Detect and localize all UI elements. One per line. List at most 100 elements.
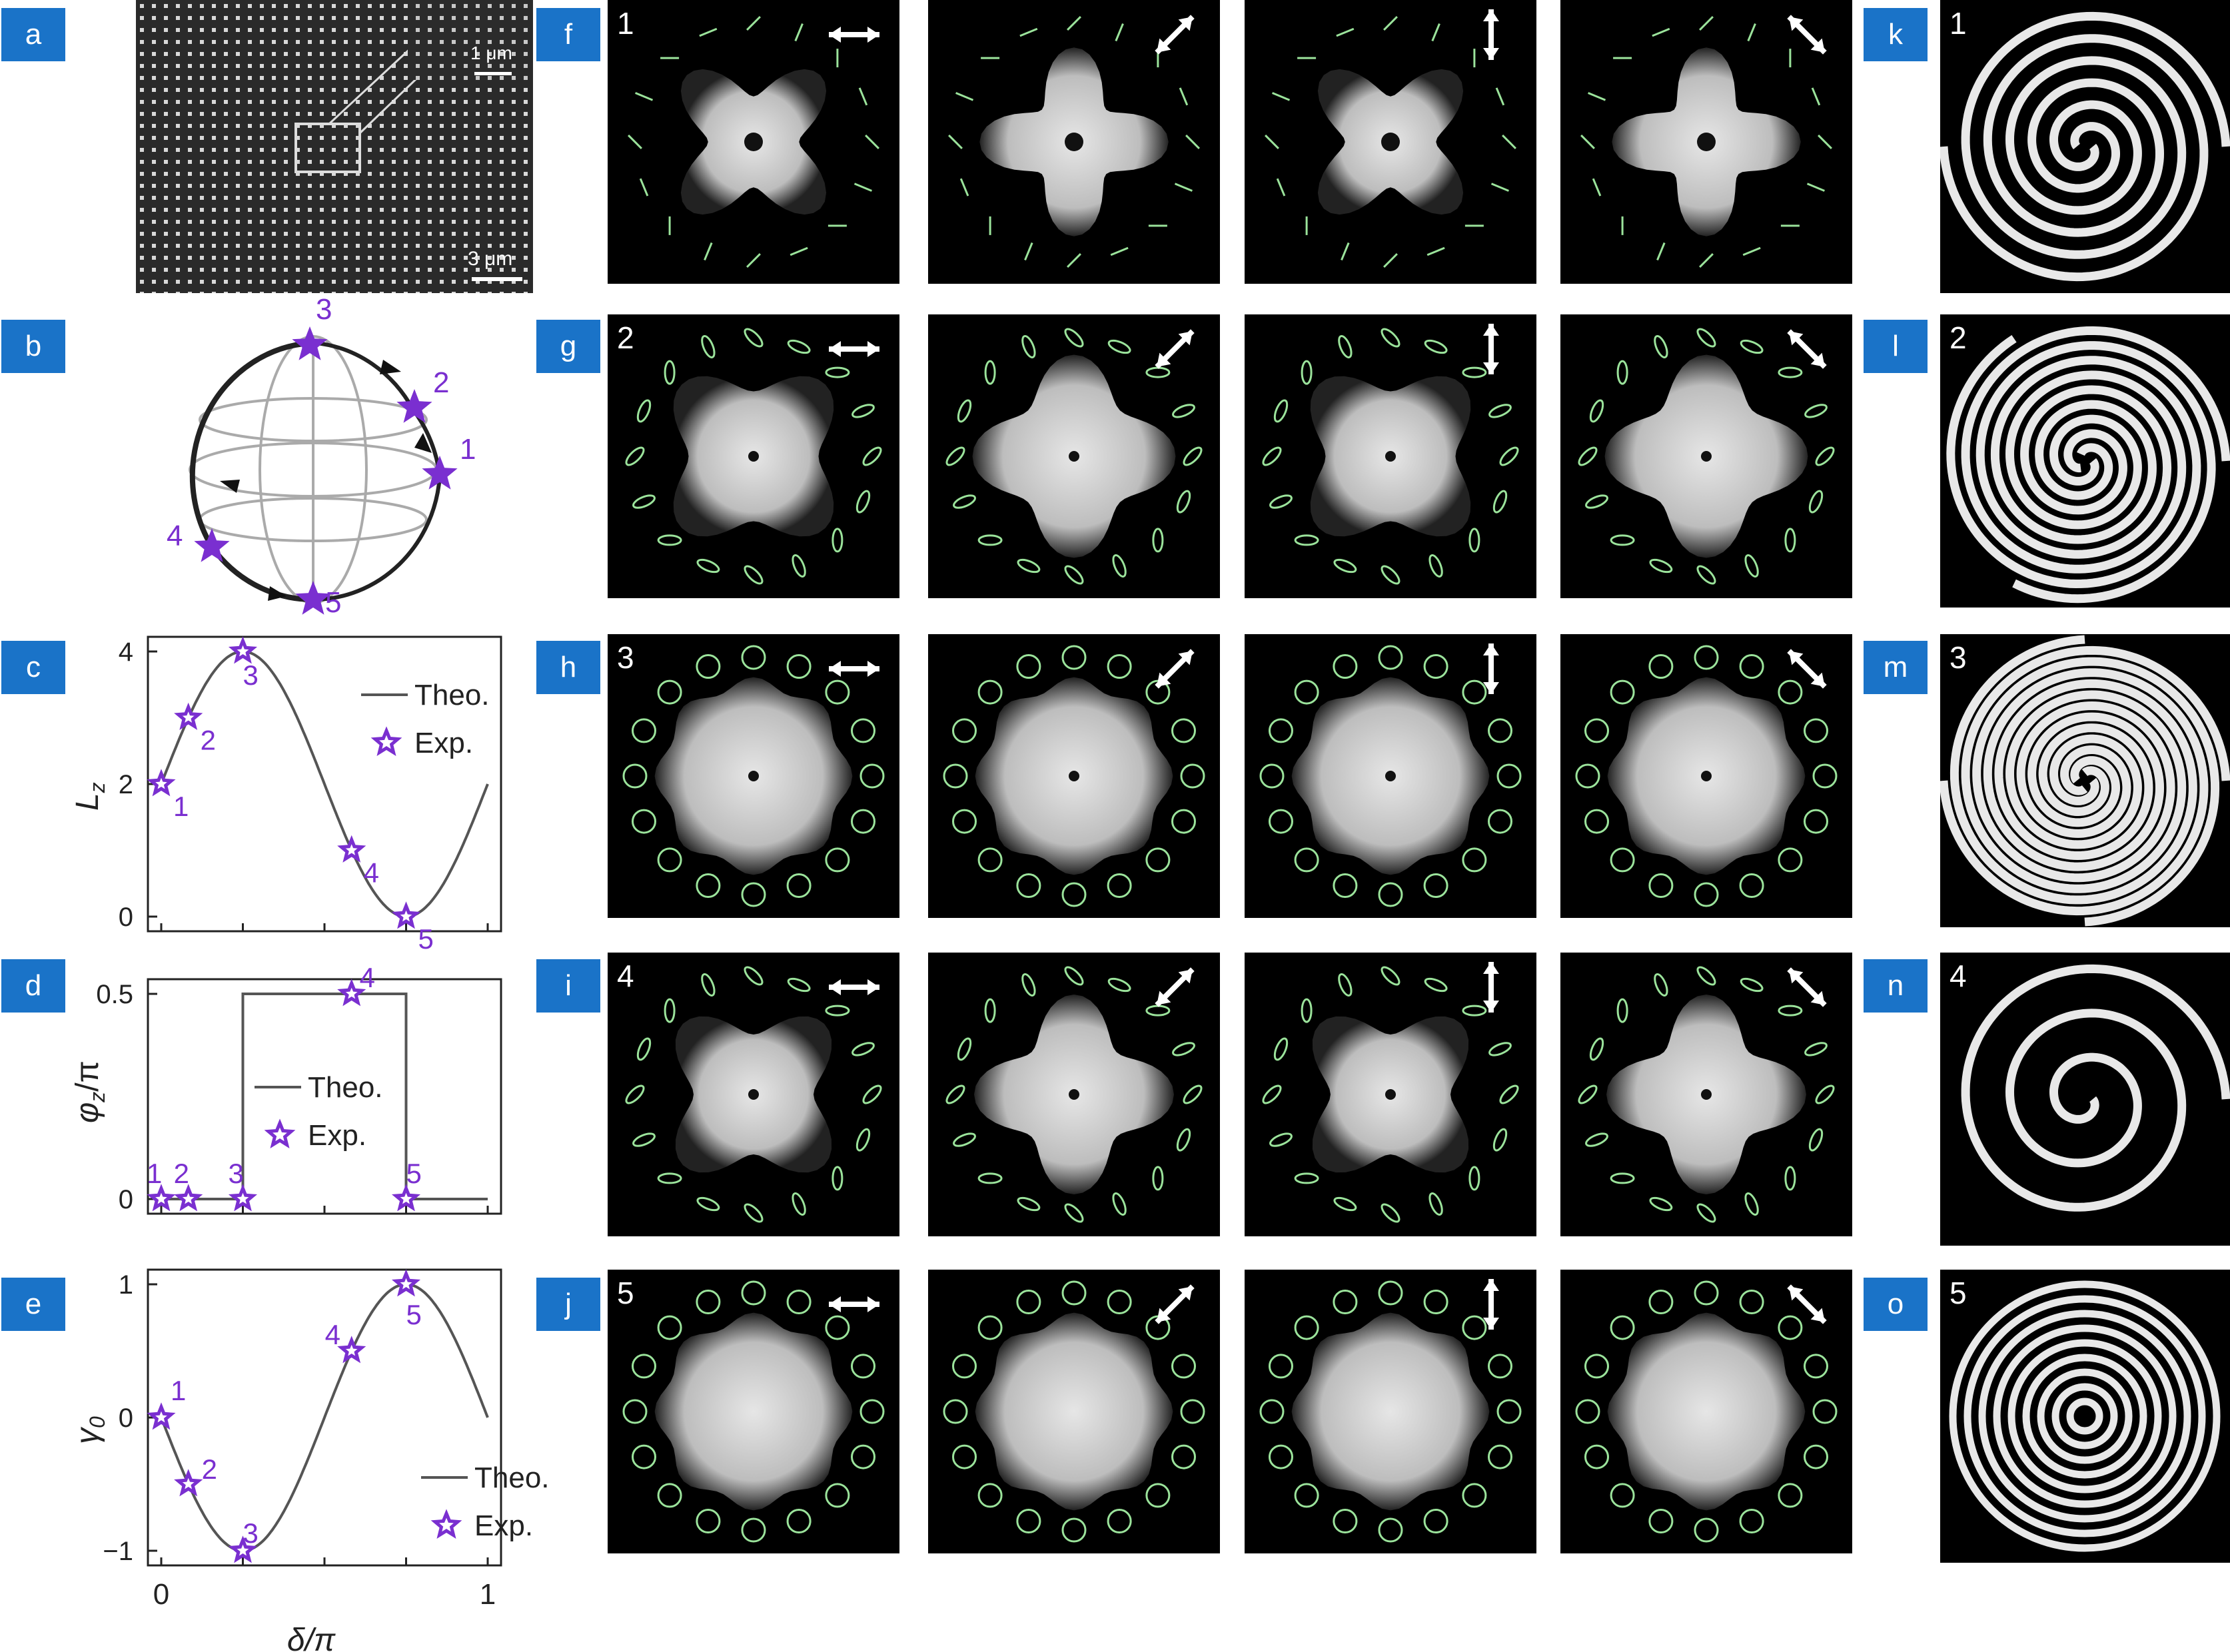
fringe	[1940, 34, 2209, 282]
polarization-marker	[1423, 873, 1448, 898]
polarizer-arrow-icon	[829, 661, 879, 677]
polarization-marker	[953, 494, 976, 509]
fringe	[1972, 657, 2220, 927]
polarization-marker	[1584, 809, 1609, 834]
scale-label-large: 3 μm	[468, 248, 513, 270]
polarization-marker	[657, 1483, 682, 1508]
polarization-marker	[1016, 654, 1041, 679]
intensity-image-r3-c3	[1245, 634, 1536, 918]
polarization-marker	[977, 679, 1003, 705]
intensity-image-r1-c2	[928, 0, 1220, 284]
exp-point-label: 4	[325, 1319, 340, 1350]
row-number: 2	[1950, 320, 1967, 355]
polarization-marker	[1580, 135, 1595, 149]
polarization-marker	[1648, 873, 1674, 898]
polarization-marker	[858, 87, 868, 106]
fringe	[2051, 1383, 2118, 1449]
exp-point	[391, 1269, 421, 1297]
sphere-point-label-5: 5	[325, 586, 342, 619]
polarization-marker	[1694, 645, 1719, 670]
polarization-marker	[1739, 873, 1764, 898]
phase-singularity	[1701, 1089, 1712, 1100]
phase-singularity	[1385, 451, 1396, 462]
polarization-marker	[1694, 1517, 1719, 1543]
polarization-marker	[1492, 490, 1508, 514]
fringe	[1949, 1280, 2221, 1552]
panel-label-f: f	[536, 8, 600, 61]
polarization-marker	[1610, 1172, 1635, 1184]
polarization-marker	[632, 1132, 656, 1147]
polarization-marker	[1112, 554, 1127, 578]
polarization-marker	[699, 27, 718, 37]
polarization-marker	[1496, 763, 1522, 789]
polarization-marker	[1381, 1203, 1400, 1223]
y-axis-label: Lz	[70, 782, 109, 811]
polarization-marker	[1423, 1290, 1448, 1314]
polarizer-arrow-icon	[1483, 962, 1499, 1013]
polarization-marker	[664, 360, 676, 385]
scale-label-small: 1 μm	[470, 43, 512, 63]
polarization-marker	[1383, 16, 1398, 31]
exp-point-label: 3	[243, 1517, 259, 1549]
chart-d: 0 0.5 1 2 3 4 5 Theo. Exp. φz/π	[0, 933, 533, 1252]
polarization-marker	[1652, 27, 1670, 37]
polarization-marker	[1499, 446, 1519, 466]
exp-point-label: 1	[171, 1375, 186, 1406]
polarization-marker	[1462, 366, 1487, 378]
polarization-marker	[1804, 718, 1828, 743]
polarization-marker	[657, 534, 682, 546]
spiral-interference-5: 5	[1940, 1270, 2230, 1563]
polarization-marker	[1145, 1483, 1171, 1508]
exp-point-label: 1	[173, 791, 189, 822]
polarization-marker	[1778, 366, 1803, 378]
polarization-marker	[1778, 847, 1803, 873]
polarization-marker	[859, 763, 885, 789]
phase-singularity	[748, 1089, 759, 1100]
polarization-marker	[741, 1280, 766, 1306]
polarization-marker	[977, 534, 1003, 546]
panel-label-d: d	[1, 959, 65, 1013]
polarization-marker	[1804, 1354, 1828, 1379]
polarization-marker	[1171, 718, 1196, 743]
sphere-point-label-1: 1	[460, 433, 476, 466]
phase-singularity	[1381, 133, 1400, 151]
polarization-marker	[1294, 679, 1319, 705]
y-tick-label: 2	[119, 770, 133, 799]
polarization-marker	[1649, 558, 1673, 574]
polarization-marker	[744, 1203, 764, 1223]
polarization-marker	[1333, 1196, 1357, 1212]
polarization-marker	[1021, 973, 1036, 997]
polarization-marker	[1740, 339, 1764, 354]
exp-point-label: 2	[201, 725, 216, 756]
polarization-marker	[1778, 679, 1803, 705]
polarization-marker	[632, 1354, 656, 1379]
polarization-marker	[1110, 246, 1129, 256]
polarization-marker	[945, 1084, 965, 1104]
polarization-marker	[851, 718, 875, 743]
polarization-marker	[1294, 1315, 1319, 1340]
polarization-marker	[1107, 654, 1132, 679]
polarization-marker	[1338, 973, 1353, 997]
phase-singularity	[1701, 771, 1712, 781]
polarization-marker	[657, 679, 682, 705]
polarization-marker	[1269, 1444, 1293, 1469]
polarizer-arrow-icon	[1787, 649, 1827, 689]
exp-point	[337, 835, 366, 863]
polarization-marker	[1183, 1084, 1203, 1104]
exp-point-label: 5	[406, 1299, 422, 1330]
polarization-marker	[1488, 1354, 1512, 1379]
polarization-marker	[787, 339, 811, 354]
polarization-marker	[1699, 16, 1714, 31]
exp-point	[228, 636, 258, 664]
polarization-marker	[825, 366, 850, 378]
polarization-marker	[1747, 23, 1756, 42]
exp-point	[147, 1184, 176, 1212]
fringe	[1963, 1295, 2206, 1537]
polarization-marker	[1064, 565, 1084, 585]
polarizer-arrow-icon	[829, 1296, 879, 1312]
row-number: 4	[1950, 959, 1967, 993]
panel-label-o: o	[1864, 1278, 1928, 1331]
row-number: 2	[617, 320, 634, 355]
polarization-marker	[1262, 446, 1282, 466]
polarization-marker	[1180, 1399, 1205, 1424]
